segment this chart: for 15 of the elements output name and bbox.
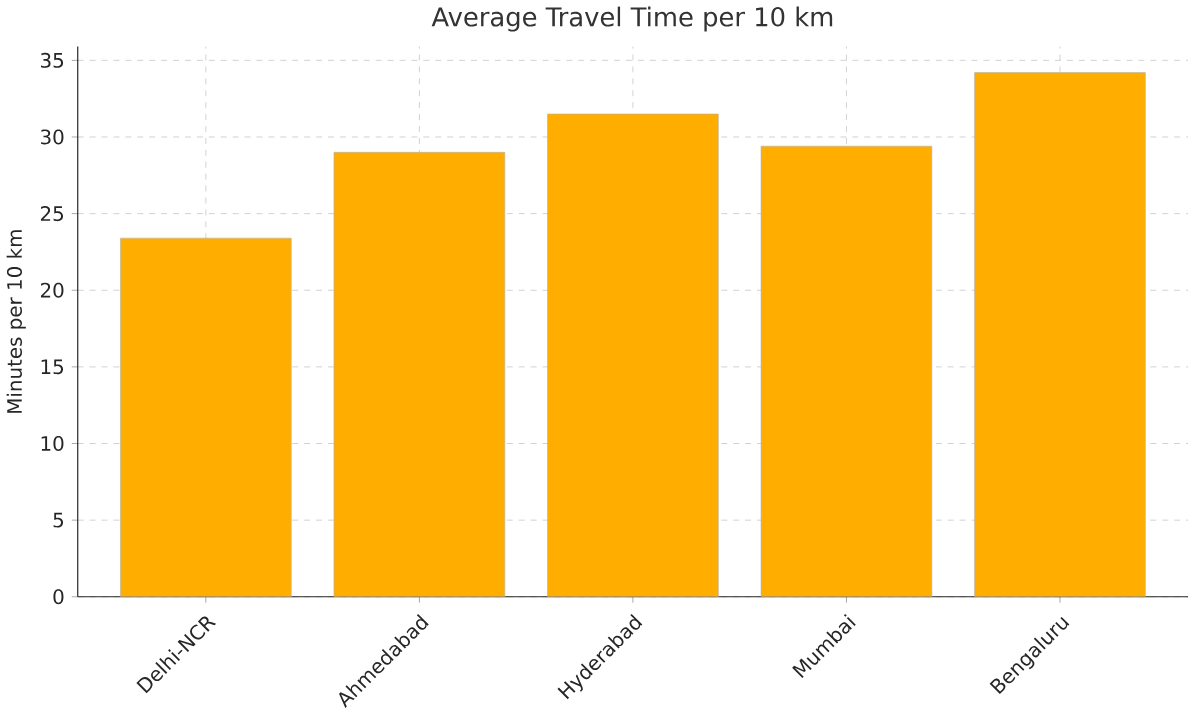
y-tick-label: 15 [41, 359, 64, 375]
y-tick-label: 0 [53, 589, 64, 605]
y-tick-label: 20 [40, 282, 64, 298]
chart-title: Average Travel Time per 10 km [431, 6, 833, 32]
bar [974, 72, 1146, 597]
bar [547, 113, 719, 597]
y-tick-label: 5 [53, 512, 64, 528]
y-tick-label: 10 [41, 436, 64, 452]
bar [333, 152, 506, 597]
y-tick-label: 30 [41, 129, 64, 145]
y-tick-label: 25 [40, 206, 64, 222]
y-axis-title: Minutes per 10 km [6, 230, 26, 413]
bar [760, 146, 933, 597]
bar [120, 238, 292, 597]
y-tick-label: 35 [41, 52, 64, 69]
